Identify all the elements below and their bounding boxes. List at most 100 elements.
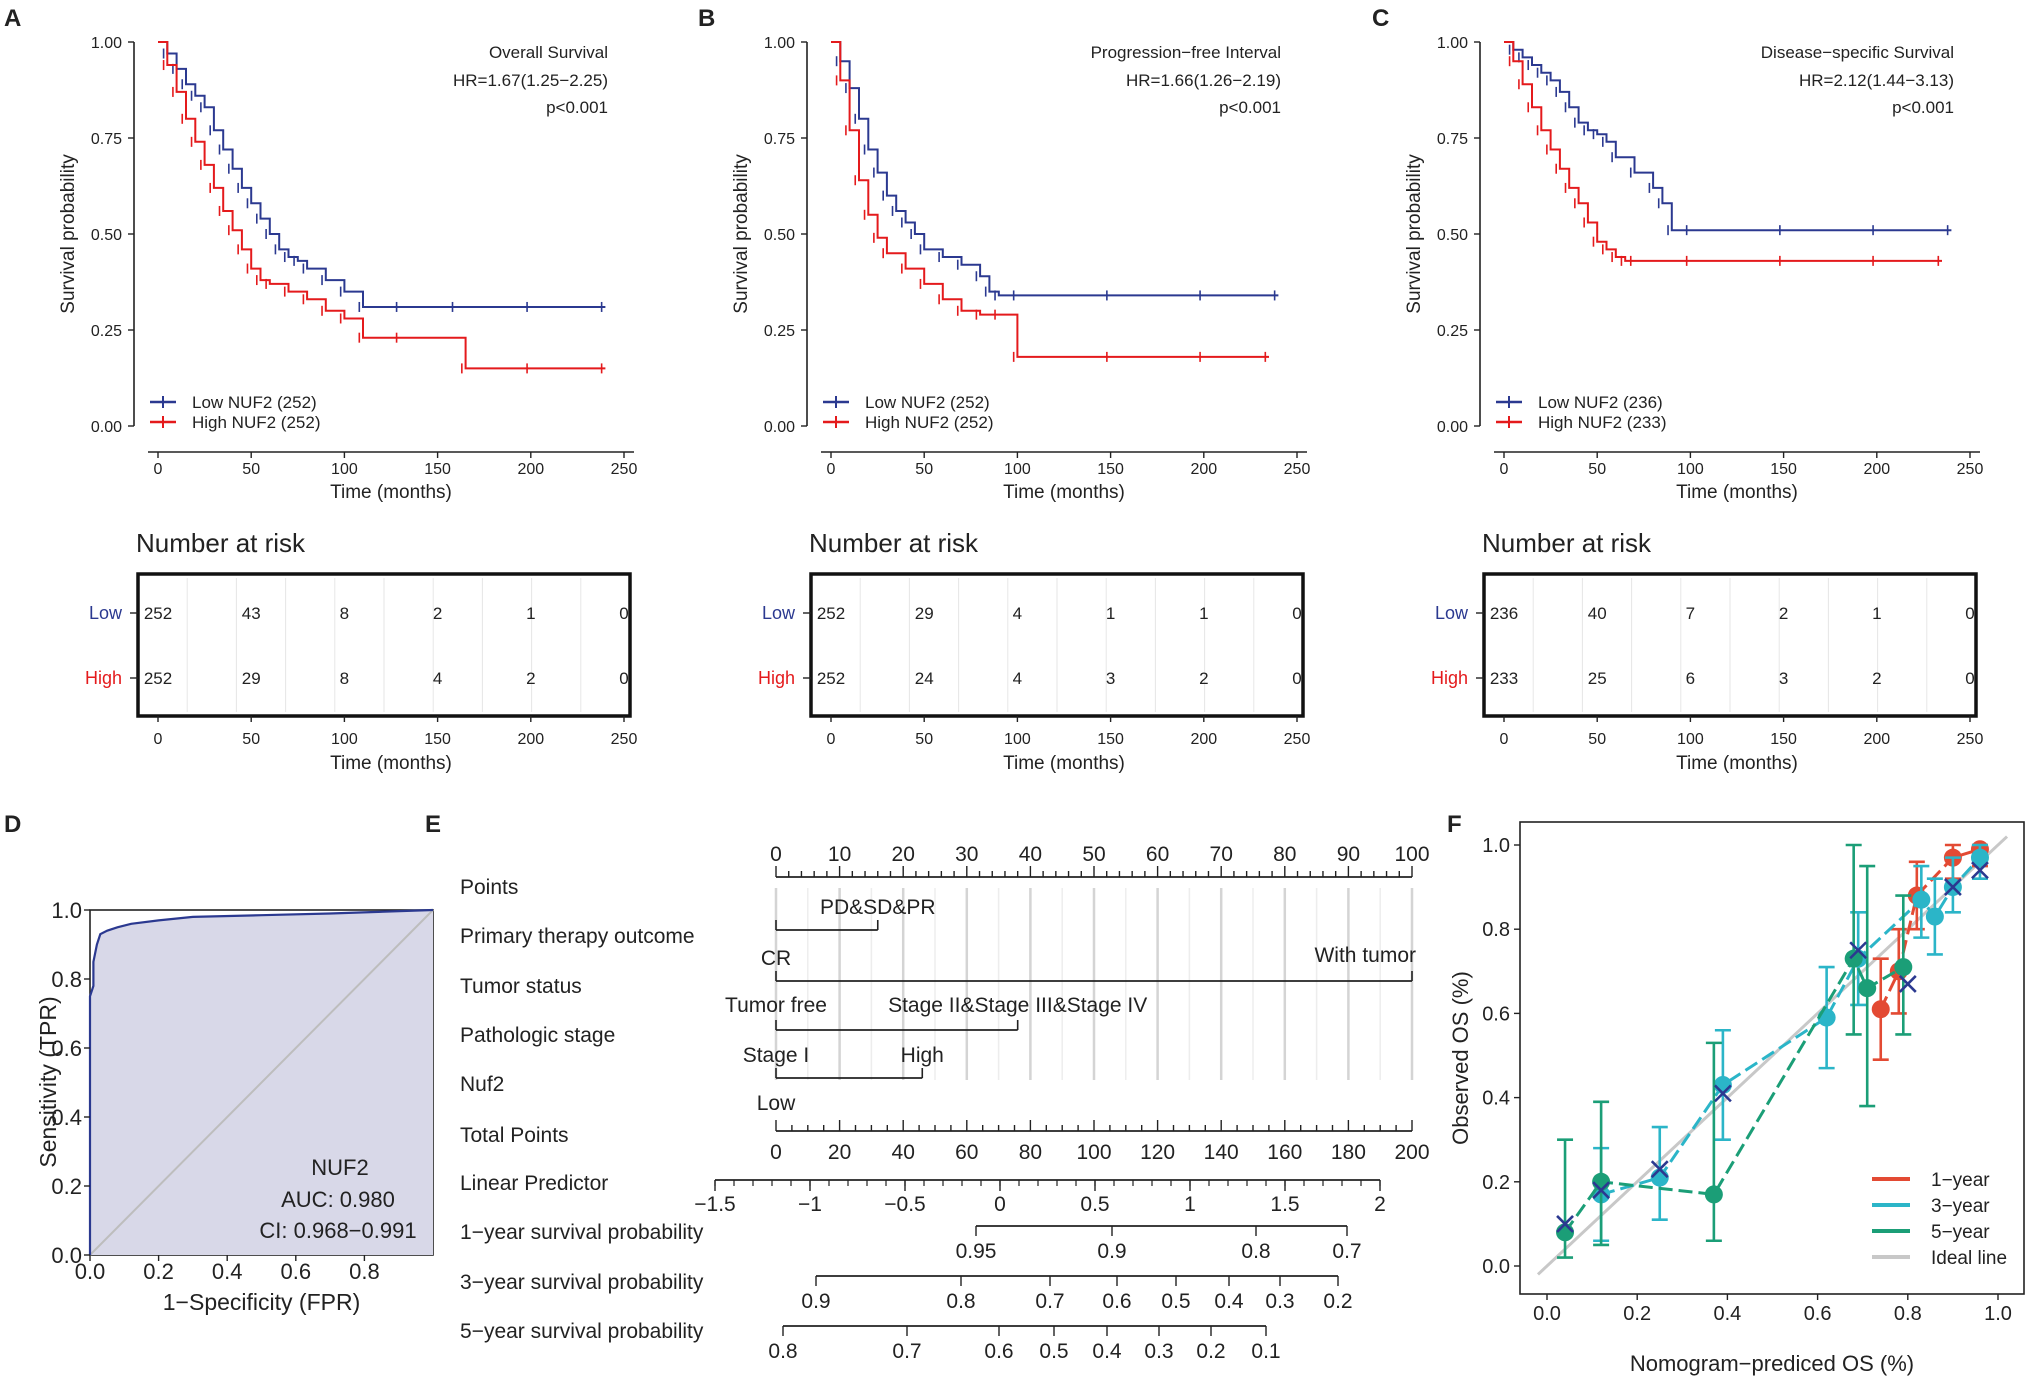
risk-table-title: Number at risk [1482,528,1652,558]
risk-value: 1 [1199,604,1208,623]
calibration-point-cal_3 [1970,848,1989,867]
survival-5y-tick-label: 0.3 [1144,1340,1173,1363]
legend-label: 3−year [1931,1196,1990,1217]
risk-value: 4 [1013,669,1022,688]
legend-label: 5−year [1931,1222,1990,1243]
risk-value: 24 [915,669,934,688]
x-tick-label: 100 [331,461,358,478]
x-tick-label: 200 [517,461,544,478]
legend-label: High NUF2 (233) [1538,413,1667,432]
x-tick-label: 200 [1863,461,1890,478]
y-tick-label: 1.0 [51,898,82,923]
risk-x-tick-label: 150 [424,731,451,748]
x-tick-label: 0.8 [1894,1303,1922,1325]
risk-value: 4 [433,669,442,688]
risk-table-box [1482,572,1978,718]
risk-value: 2 [526,669,535,688]
calibration-point-cal_5 [1704,1185,1723,1204]
risk-value: 0 [1965,669,1974,688]
risk-table-box [809,572,1305,718]
stage-left-label: Stage I [743,1044,810,1067]
risk-row-label: Low [89,603,123,623]
risk-value: 252 [144,669,172,688]
y-tick-label: 0.2 [51,1174,82,1199]
stage-right-label: Stage II&Stage III&Stage IV [888,994,1147,1017]
risk-value: 236 [1490,604,1518,623]
y-tick-label: 0.75 [1437,131,1468,148]
risk-value: 2 [433,604,442,623]
y-tick-label: 0.0 [51,1243,82,1268]
y-tick-label: 0.50 [91,227,122,244]
calibration-point-cal_5 [1592,1172,1611,1191]
panel-letter: F [1447,811,1462,838]
roc-legend-auc: AUC: 0.980 [281,1187,395,1212]
points-tick-label: 100 [1394,843,1429,866]
y-tick-label: 0.8 [51,967,82,992]
legend-label: High NUF2 (252) [865,413,994,432]
x-tick-label: 100 [1677,461,1704,478]
points-tick-label: 40 [1019,843,1042,866]
risk-x-axis-label: Time (months) [1003,753,1125,774]
bias-corrected-x [1849,941,1868,960]
total-points-tick-label: 200 [1394,1141,1429,1164]
risk-x-tick-label: 250 [1957,731,1984,748]
calibration-point-cal_3 [1912,890,1931,909]
points-tick-label: 0 [770,843,782,866]
calibration-point-cal_3 [1650,1168,1669,1187]
km-panel-A: A0.000.250.500.751.000 50 100 150 200 250Time… [4,5,637,774]
risk-value: 0 [619,604,628,623]
legend-label: Low NUF2 (236) [1538,393,1663,412]
risk-value: 252 [817,604,845,623]
survival-3y-tick-label: 0.4 [1214,1290,1244,1313]
risk-x-tick-label: 50 [1588,731,1606,748]
km-curve-high [1504,41,1942,262]
x-axis-label: 1−Specificity (FPR) [163,1289,360,1315]
x-tick-label: 0.4 [1713,1303,1741,1325]
plot-title: Progression−free Interval [1091,43,1281,62]
nuf2-right-label: High [901,1044,944,1067]
nomogram-row-label: Points [460,876,518,899]
nomogram-panel: E Points Primary therapy outcome Tumor stat… [425,811,1430,1363]
risk-value: 3 [1779,669,1788,688]
x-tick-label: 0.8 [349,1259,380,1284]
x-tick-label: 50 [1588,461,1606,478]
primary-left-label: CR [761,947,791,970]
risk-x-tick-label: 0 [154,731,163,748]
y-tick-label: 1.0 [1482,835,1510,857]
risk-row-label: Low [762,603,796,623]
risk-value: 0 [1292,604,1301,623]
total-points-tick-label: 40 [892,1141,915,1164]
bias-corrected-x [1556,1214,1574,1233]
chance-line [89,909,434,1256]
x-tick-label: 150 [1770,461,1797,478]
risk-value: 43 [242,604,261,623]
legend-label: 1−year [1931,1170,1990,1191]
hazard-ratio: HR=2.12(1.44−3.13) [1799,71,1954,90]
y-axis-label: Observed OS (%) [1448,971,1473,1145]
bias-corrected-x [1650,1160,1669,1179]
points-tick-label: 80 [1273,843,1296,866]
nomogram-row-label: 1−year survival probability [460,1221,704,1244]
risk-value: 29 [915,604,934,623]
survival-3y-tick-label: 0.2 [1323,1290,1352,1313]
y-tick-label: 0.6 [1482,1003,1510,1025]
points-tick-label: 70 [1210,843,1233,866]
lp-tick-label: −1.5 [694,1193,735,1216]
points-tick-label: 50 [1082,843,1105,866]
y-tick-label: 0.50 [764,227,795,244]
x-tick-label: 0.2 [143,1259,174,1284]
y-axis-label: Sensitivity (TPR) [35,996,61,1167]
y-tick-label: 0.2 [1482,1172,1510,1194]
y-tick-label: 0.25 [764,323,795,340]
survival-1y-tick-label: 0.7 [1332,1240,1361,1263]
bias-corrected-x [1971,861,1989,880]
legend-label: Low NUF2 (252) [865,393,990,412]
lp-tick-label: 1.5 [1270,1193,1299,1216]
y-tick-label: 0.8 [1482,919,1510,941]
panel-letter: C [1372,5,1389,32]
calibration-point-cal_5 [1556,1223,1575,1242]
lp-tick-label: 0 [994,1193,1006,1216]
calibration-point-cal_5 [1844,949,1863,968]
nomogram-row-label: Linear Predictor [460,1172,608,1195]
x-tick-label: 0 [827,461,836,478]
